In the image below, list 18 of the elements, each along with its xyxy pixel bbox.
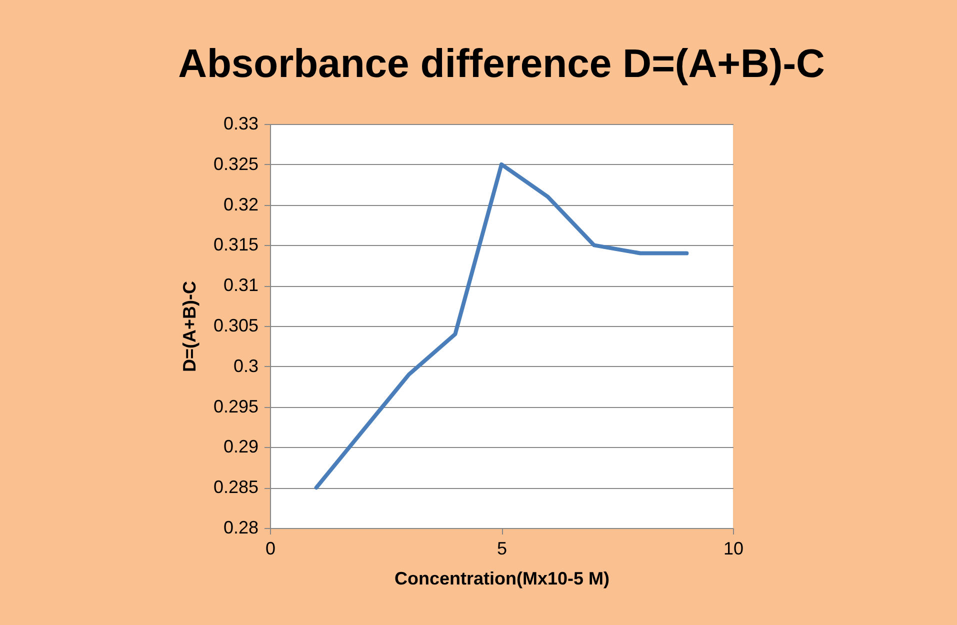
x-tick-label: 0 — [265, 538, 276, 558]
y-tick-label: 0.28 — [223, 518, 258, 538]
line-series — [314, 162, 689, 490]
x-tick-label: 10 — [723, 538, 744, 558]
y-tick-label: 0.315 — [213, 234, 258, 255]
y-tick-label: 0.33 — [223, 114, 258, 134]
y-tick-label: 0.29 — [223, 436, 258, 457]
y-tick-label: 0.31 — [223, 275, 258, 296]
y-tick-label: 0.32 — [223, 194, 258, 214]
y-tick-label: 0.285 — [213, 477, 258, 498]
x-tick-label: 5 — [496, 538, 508, 558]
y-tick-label: 0.295 — [213, 396, 258, 416]
x-axis-title: Concentration(Mx10-5 M) — [394, 568, 610, 588]
y-tick-label: 0.3 — [233, 356, 258, 376]
y-tick-label: 0.325 — [213, 154, 258, 174]
chart-title: Absorbance difference D=(A+B)-C — [178, 42, 825, 86]
y-tick-label: 0.305 — [213, 316, 258, 336]
y-axis-title: D=(A+B)-C — [179, 280, 200, 372]
